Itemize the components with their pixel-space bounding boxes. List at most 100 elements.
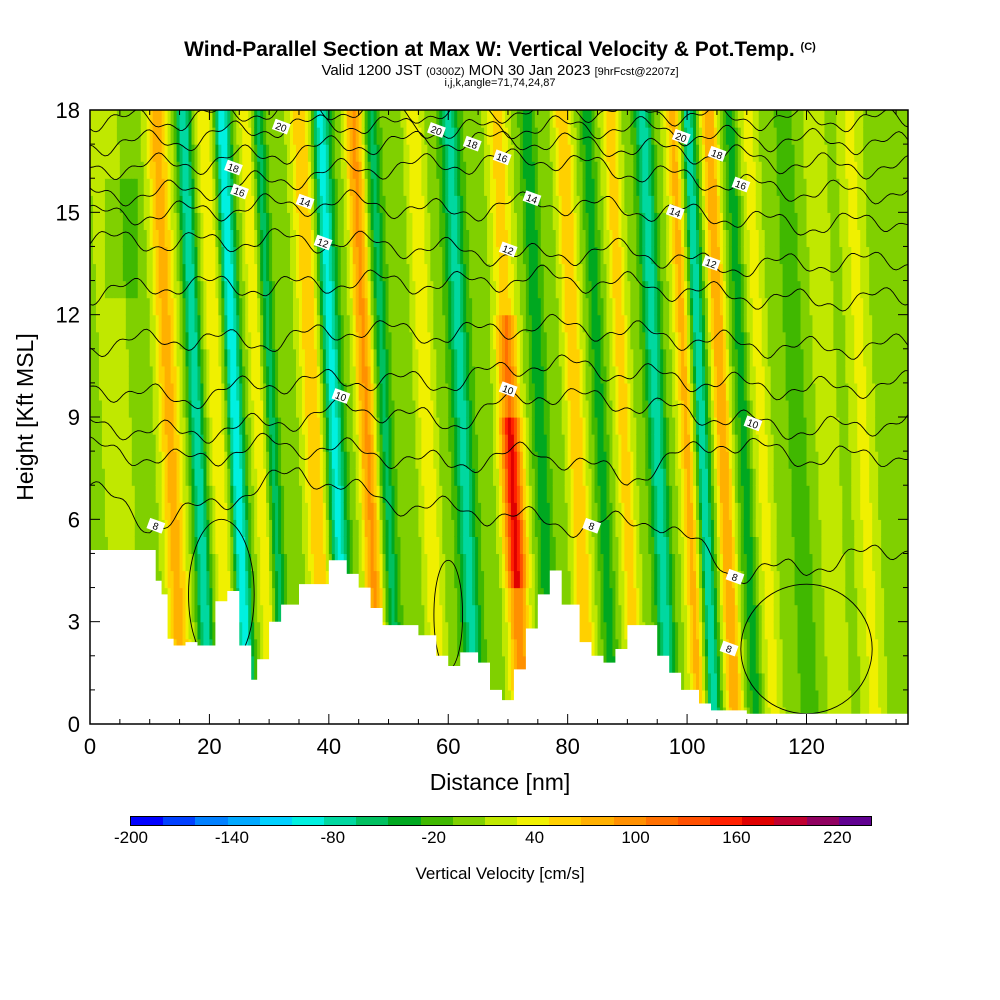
velocity-cell [254, 553, 258, 572]
velocity-cell [260, 365, 264, 384]
velocity-cell [251, 297, 255, 316]
velocity-cell [272, 280, 276, 299]
velocity-cell [266, 195, 270, 213]
velocity-cell [125, 263, 130, 282]
velocity-cell [212, 127, 216, 145]
velocity-cell [191, 263, 196, 282]
velocity-cell [236, 348, 240, 367]
velocity-cell [155, 229, 160, 248]
velocity-cell [272, 331, 276, 350]
velocity-cell [272, 365, 276, 384]
velocity-cell [143, 485, 148, 503]
velocity-cell [352, 178, 357, 196]
velocity-cell [263, 365, 267, 384]
velocity-cell [257, 144, 261, 162]
velocity-cell [119, 348, 124, 367]
velocity-cell [119, 110, 124, 128]
velocity-cell [242, 570, 246, 589]
velocity-cell [313, 144, 318, 162]
velocity-cell [113, 399, 118, 418]
velocity-cell [230, 485, 234, 503]
velocity-cell [319, 519, 324, 537]
velocity-cell [101, 502, 106, 520]
velocity-cell [110, 536, 115, 555]
velocity-cell [170, 331, 175, 350]
velocity-cell [239, 485, 243, 503]
velocity-cell [260, 382, 264, 401]
velocity-cell [304, 570, 309, 589]
velocity-cell [176, 604, 181, 623]
velocity-cell [251, 178, 255, 196]
velocity-cell [131, 127, 136, 145]
velocity-cell [173, 365, 178, 384]
velocity-cell [152, 297, 157, 316]
velocity-cell [98, 263, 103, 282]
velocity-cell [125, 399, 130, 418]
velocity-cell [346, 536, 351, 555]
velocity-cell [334, 314, 339, 333]
velocity-cell [143, 178, 148, 196]
velocity-cell [319, 365, 324, 384]
velocity-cell [358, 280, 363, 299]
velocity-cell [131, 502, 136, 520]
velocity-cell [257, 331, 261, 350]
velocity-cell [119, 314, 124, 333]
velocity-cell [191, 382, 196, 401]
velocity-cell [104, 417, 109, 435]
velocity-cell [254, 212, 258, 230]
velocity-cell [149, 280, 154, 299]
velocity-cell [164, 382, 169, 401]
velocity-cell [134, 127, 139, 145]
velocity-cell [110, 212, 115, 230]
velocity-cell [221, 451, 225, 469]
velocity-cell [179, 365, 184, 384]
velocity-cell [224, 144, 228, 162]
velocity-cell [337, 297, 342, 316]
velocity-cell [313, 365, 318, 384]
velocity-cell [331, 502, 336, 520]
velocity-cell [239, 434, 243, 452]
velocity-cell [337, 195, 342, 213]
velocity-cell [316, 536, 321, 555]
velocity-cell [227, 502, 231, 520]
velocity-cell [179, 553, 184, 572]
velocity-cell [343, 229, 348, 248]
velocity-cell [167, 110, 172, 128]
velocity-cell [146, 314, 151, 333]
velocity-cell [185, 502, 190, 520]
velocity-cell [101, 195, 106, 213]
velocity-cell [293, 451, 297, 469]
velocity-cell [179, 519, 184, 537]
velocity-cell [266, 399, 270, 418]
velocity-cell [221, 195, 225, 213]
velocity-cell [257, 348, 261, 367]
velocity-cell [98, 468, 103, 486]
velocity-cell [104, 468, 109, 486]
velocity-cell [164, 127, 169, 145]
velocity-cell [310, 297, 315, 316]
velocity-cell [146, 127, 151, 145]
velocity-cell [346, 382, 351, 401]
velocity-cell [164, 348, 169, 367]
velocity-cell [301, 280, 306, 299]
velocity-cell [316, 502, 321, 520]
velocity-cell [227, 280, 231, 299]
velocity-cell [194, 110, 199, 128]
velocity-cell [158, 417, 163, 435]
velocity-cell [146, 365, 151, 384]
velocity-cell [343, 195, 348, 213]
velocity-cell [179, 161, 184, 179]
velocity-cell [349, 451, 354, 469]
velocity-cell [101, 229, 106, 248]
velocity-cell [245, 144, 249, 162]
velocity-cell [319, 212, 324, 230]
velocity-cell [131, 178, 136, 196]
velocity-cell [242, 195, 246, 213]
velocity-cell [257, 604, 261, 623]
velocity-cell [215, 502, 219, 520]
velocity-cell [143, 468, 148, 486]
velocity-cell [218, 382, 222, 401]
valid-time-line: Valid 1200 JST (0300Z) MON 30 Jan 2023 [… [0, 62, 1000, 79]
velocity-cell [272, 110, 276, 128]
velocity-cell [152, 468, 157, 486]
